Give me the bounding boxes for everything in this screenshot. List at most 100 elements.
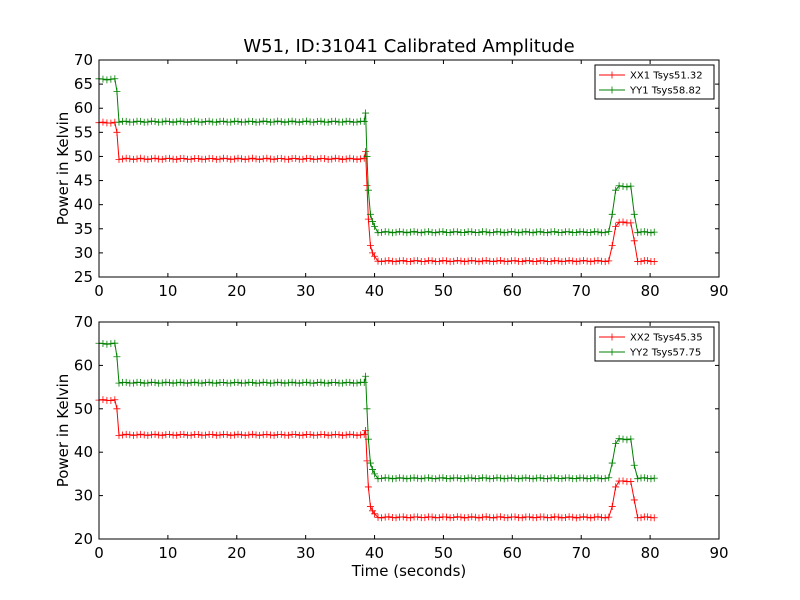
data-point bbox=[612, 440, 620, 448]
y-tick-label: 65 bbox=[74, 75, 93, 93]
data-point bbox=[475, 228, 483, 236]
data-point bbox=[126, 431, 134, 439]
data-point bbox=[147, 155, 155, 163]
data-point bbox=[644, 513, 652, 521]
data-point bbox=[446, 475, 454, 483]
data-point bbox=[187, 155, 195, 163]
data-point bbox=[486, 513, 494, 521]
y-tick-label: 30 bbox=[74, 244, 93, 262]
data-point bbox=[368, 218, 376, 226]
y-axis-label: Power in Kelvin bbox=[54, 374, 72, 488]
data-point bbox=[248, 154, 256, 162]
data-point bbox=[414, 257, 422, 265]
data-point bbox=[417, 475, 425, 483]
data-point bbox=[202, 155, 210, 163]
data-point bbox=[522, 474, 530, 482]
data-point bbox=[406, 474, 414, 482]
data-point bbox=[601, 514, 609, 522]
bottom-panel: 0 10 20 30 40 50 60 70 80 90 20 30 40 50 60 70 Power in … bbox=[54, 313, 729, 580]
data-point bbox=[107, 397, 115, 405]
y-tick-label: 40 bbox=[74, 196, 93, 214]
plot-frame bbox=[98, 321, 720, 540]
plot-frame bbox=[98, 59, 720, 278]
data-point bbox=[366, 502, 374, 510]
data-point bbox=[310, 118, 318, 126]
data-point bbox=[99, 75, 107, 83]
data-point bbox=[605, 257, 613, 265]
data-point bbox=[191, 378, 199, 386]
data-point bbox=[650, 514, 658, 522]
data-point bbox=[360, 154, 368, 162]
data-point bbox=[580, 513, 588, 521]
data-point bbox=[371, 222, 379, 230]
data-point bbox=[392, 474, 400, 482]
data-point bbox=[562, 513, 570, 521]
data-point bbox=[342, 155, 350, 163]
data-point bbox=[277, 154, 285, 162]
data-point bbox=[640, 228, 648, 236]
data-point bbox=[180, 154, 188, 162]
data-point bbox=[650, 474, 658, 482]
data-point bbox=[173, 155, 181, 163]
data-point bbox=[274, 117, 282, 125]
data-point bbox=[572, 514, 580, 522]
data-point bbox=[583, 513, 591, 521]
data-point bbox=[331, 117, 339, 125]
data-point bbox=[421, 257, 429, 265]
data-point bbox=[461, 514, 469, 522]
data-point bbox=[366, 242, 374, 250]
legend-box bbox=[594, 326, 715, 362]
data-point bbox=[137, 378, 145, 386]
data-point bbox=[202, 431, 210, 439]
data-point bbox=[439, 228, 447, 236]
data-point bbox=[525, 228, 533, 236]
data-point bbox=[471, 513, 479, 521]
data-point bbox=[392, 228, 400, 236]
data-point bbox=[627, 219, 635, 227]
data-point bbox=[482, 513, 490, 521]
data-point bbox=[406, 228, 414, 236]
data-point bbox=[248, 379, 256, 386]
data-point bbox=[129, 431, 137, 439]
data-point bbox=[461, 258, 469, 266]
series-2-2 bbox=[95, 339, 658, 483]
data-point bbox=[241, 118, 249, 126]
data-point bbox=[137, 430, 145, 438]
data-point bbox=[113, 353, 121, 361]
data-point bbox=[256, 118, 264, 126]
data-point bbox=[363, 181, 371, 189]
data-point bbox=[475, 475, 483, 483]
data-point bbox=[339, 118, 347, 126]
x-tick-label: 30 bbox=[296, 282, 315, 300]
data-point bbox=[468, 474, 476, 482]
data-point bbox=[421, 228, 429, 236]
data-point bbox=[378, 228, 386, 236]
data-point bbox=[284, 431, 292, 439]
x-tick-label: 10 bbox=[158, 544, 177, 562]
data-point bbox=[612, 222, 620, 230]
data-point bbox=[180, 430, 188, 438]
data-point bbox=[410, 474, 418, 482]
data-point bbox=[590, 513, 598, 521]
data-point bbox=[252, 155, 260, 163]
data-point bbox=[435, 257, 443, 265]
data-point bbox=[335, 431, 343, 439]
data-point bbox=[562, 257, 570, 265]
data-point bbox=[220, 378, 228, 386]
data-point bbox=[650, 258, 658, 266]
data-point bbox=[515, 229, 523, 237]
data-point bbox=[608, 502, 616, 510]
data-point bbox=[263, 379, 271, 387]
data-point bbox=[630, 496, 638, 504]
data-point bbox=[406, 258, 414, 266]
data-point bbox=[644, 257, 652, 265]
data-point bbox=[126, 155, 134, 163]
data-point bbox=[223, 431, 231, 439]
data-point bbox=[551, 228, 559, 236]
x-tick-label: 0 bbox=[94, 544, 104, 562]
data-point bbox=[529, 229, 537, 237]
data-point bbox=[357, 155, 365, 163]
data-point bbox=[266, 118, 274, 126]
data-point bbox=[368, 466, 376, 474]
